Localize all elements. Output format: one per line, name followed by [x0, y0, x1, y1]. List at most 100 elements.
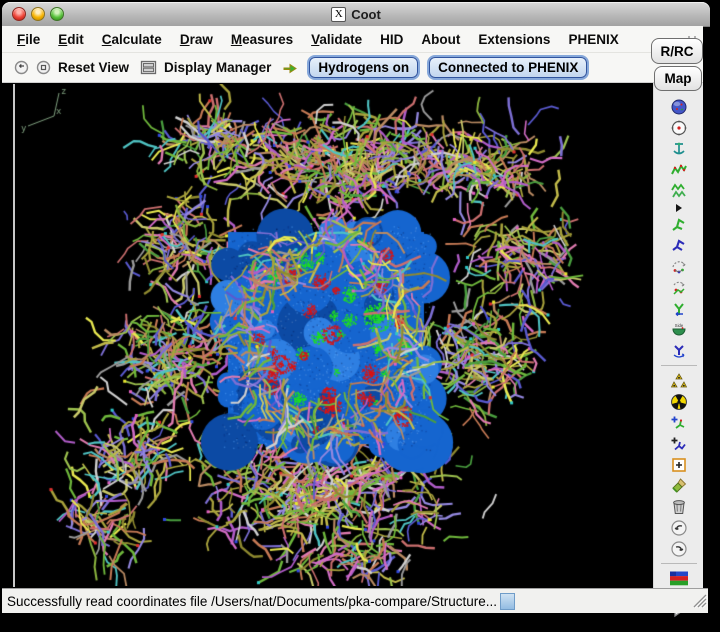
menu-label: HID	[380, 31, 404, 47]
recentre-button[interactable]	[657, 118, 701, 137]
ramachandran-flag-icon	[669, 571, 688, 586]
menu-label: D	[179, 31, 190, 47]
menu-extensions[interactable]: Extensions	[469, 30, 559, 49]
reset-view-button[interactable]: Reset View	[58, 60, 130, 75]
expander-icon	[675, 203, 682, 212]
resize-grip[interactable]	[691, 592, 708, 613]
window-title: Coot	[351, 6, 381, 22]
main-area: Side	[2, 82, 703, 618]
torsion-general-icon	[673, 344, 685, 358]
chi-angles-green-icon	[671, 217, 685, 231]
regularize-button[interactable]	[657, 181, 701, 200]
status-scrollbar-thumb[interactable]	[499, 592, 515, 610]
menu-label: dit	[67, 31, 84, 47]
menu-label: alidate	[319, 31, 363, 47]
hydrogens-toggle-button[interactable]: Hydrogens on	[309, 57, 419, 78]
model-sphere-icon	[671, 99, 686, 114]
pointer-atom-button[interactable]	[657, 455, 701, 474]
add-terminal-residue-button[interactable]	[657, 413, 701, 432]
redo-icon	[670, 540, 687, 557]
torsion-general-button[interactable]	[657, 341, 701, 360]
display-manager-button[interactable]: Display Manager	[164, 60, 272, 75]
auto-fit-rotamer-button[interactable]	[657, 299, 701, 318]
menu-label: alculate	[111, 31, 162, 47]
x11-app-icon: X	[331, 6, 347, 22]
real-space-refine-button[interactable]	[657, 160, 701, 179]
delete-item-icon	[672, 499, 685, 514]
menu-validate[interactable]: Validate	[302, 30, 371, 49]
traffic-lights	[12, 7, 64, 21]
add-alt-conf-icon	[671, 437, 686, 450]
sidebar-separator	[660, 365, 697, 366]
menu-about[interactable]: About	[412, 30, 469, 49]
sidechain-flip-label: Side	[674, 323, 683, 328]
menu-file[interactable]: File	[8, 30, 49, 49]
mutate-autofit-button[interactable]	[657, 392, 701, 411]
menu-label: About	[421, 31, 461, 47]
view-back-button[interactable]	[14, 60, 29, 75]
menu-label: M	[230, 31, 243, 47]
real-space-refine-icon	[670, 163, 687, 174]
anchor-button[interactable]	[657, 139, 701, 158]
rotate-translate-button[interactable]	[657, 257, 701, 276]
menu-phenix[interactable]: PHENIX	[559, 30, 627, 49]
title-area: X Coot	[2, 2, 710, 26]
view-back-icon	[14, 60, 29, 75]
ramachandran-flag-button[interactable]	[657, 569, 701, 588]
map-button[interactable]: Map	[654, 66, 702, 91]
status-message: Successfully read coordinates file /User…	[7, 593, 497, 609]
auto-fit-rotamer-icon	[673, 302, 684, 316]
go-arrow-icon[interactable]	[282, 61, 298, 75]
molecule-viewport[interactable]	[16, 84, 652, 586]
menu-label: V	[311, 31, 320, 47]
menu-label: Extensions	[478, 31, 551, 47]
chi-angles-green-button[interactable]	[657, 215, 701, 234]
left-pane-separator	[13, 84, 15, 587]
close-button[interactable]	[12, 7, 26, 21]
add-terminal-residue-icon	[671, 416, 684, 429]
rrc-button[interactable]: R/RC	[651, 38, 703, 64]
menu-calculate[interactable]: Calculate	[93, 30, 171, 49]
undo-icon	[670, 519, 687, 536]
delete-item-button[interactable]	[657, 497, 701, 516]
model-sphere-button[interactable]	[657, 97, 701, 116]
regularize-icon	[670, 182, 686, 197]
chi-angles-blue-button[interactable]	[657, 236, 701, 255]
mutate-button[interactable]	[657, 371, 701, 390]
sidechain-flip-button[interactable]: Side	[657, 320, 701, 339]
kill-sidechain-button[interactable]	[657, 278, 701, 297]
resize-grip-icon	[693, 594, 708, 609]
zoom-button[interactable]	[50, 7, 64, 21]
kill-sidechain-icon	[672, 281, 685, 295]
modelling-sidebar: Side	[653, 83, 703, 618]
menu-draw[interactable]: Draw	[171, 30, 222, 49]
menu-measures[interactable]: Measures	[222, 30, 302, 49]
menu-label: C	[101, 31, 112, 47]
pointer-atom-icon	[671, 457, 686, 472]
menu-label: PHENIX	[568, 31, 619, 47]
menu-label: raw	[189, 31, 213, 47]
toolbar: Reset View Display Manager Hydrogens on …	[2, 52, 703, 82]
menu-label: F	[17, 31, 26, 47]
redo-button[interactable]	[657, 539, 701, 558]
sidebar-expander[interactable]	[657, 202, 701, 213]
undo-button[interactable]	[657, 518, 701, 537]
menu-edit[interactable]: Edit	[49, 30, 93, 49]
view-target-icon	[36, 60, 51, 75]
sidechain-flip-icon: Side	[671, 323, 686, 335]
phenix-connection-button[interactable]: Connected to PHENIX	[429, 57, 588, 78]
menu-label: E	[58, 31, 68, 47]
fill-partial-residues-button[interactable]	[657, 476, 701, 495]
mutate-icon	[670, 372, 687, 387]
menu-label: easures	[242, 31, 294, 47]
titlebar[interactable]: X Coot	[2, 2, 710, 27]
menu-hid[interactable]: HID	[371, 30, 412, 49]
recentre-view-button[interactable]	[36, 60, 51, 75]
chi-angles-blue-icon	[671, 238, 685, 251]
rotate-translate-icon	[671, 260, 686, 273]
add-alt-conf-button[interactable]	[657, 434, 701, 453]
minimize-button[interactable]	[31, 7, 45, 21]
sidebar-separator	[660, 563, 697, 564]
recentre-icon	[671, 120, 686, 135]
fill-partial-icon	[671, 477, 686, 493]
